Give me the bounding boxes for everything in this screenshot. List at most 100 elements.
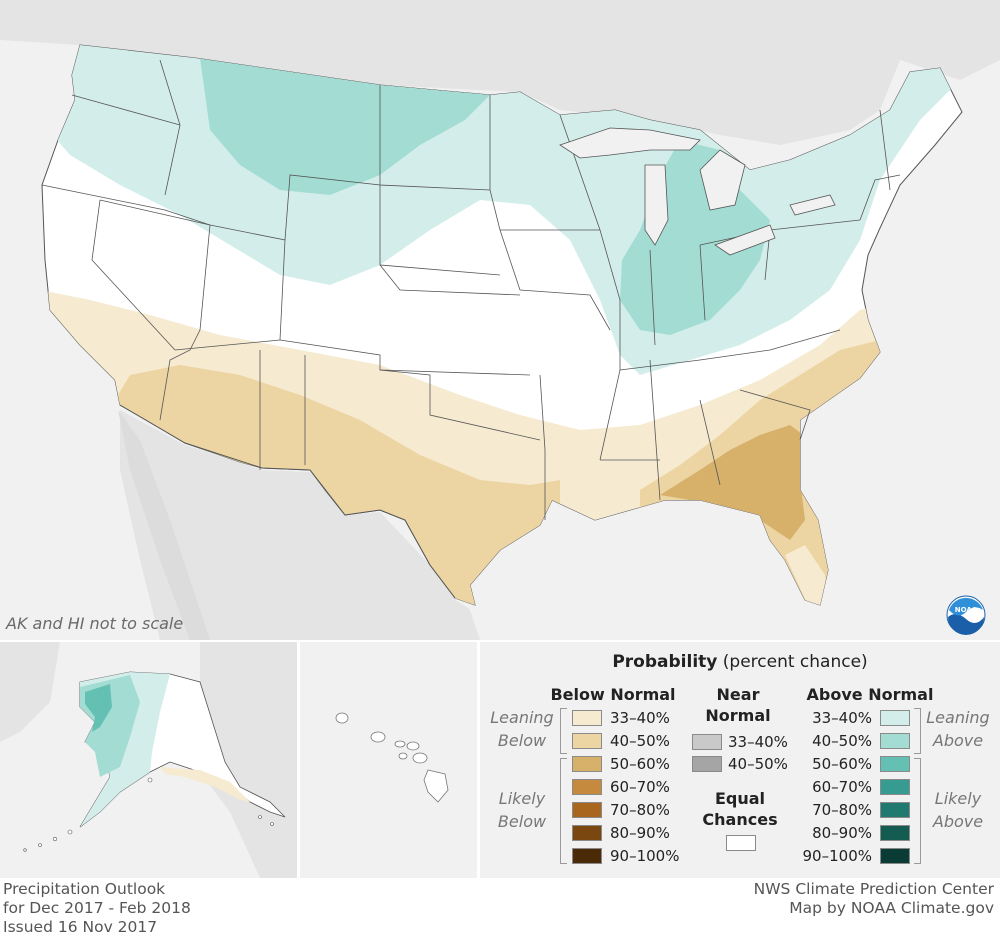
legend-label: 40–50% — [728, 755, 788, 773]
legend-below-row: 90–100% — [572, 846, 679, 866]
legend-label: 50–60% — [812, 755, 872, 773]
equal-chances-line1: Equal — [714, 789, 766, 808]
leaning-below-line2: Below — [497, 731, 547, 750]
canada-land — [0, 0, 1000, 145]
legend-near-row: 33–40% — [692, 732, 788, 752]
state-borders — [41, 59, 901, 520]
legend-swatch — [572, 756, 602, 772]
footer-title: Precipitation Outlook — [3, 880, 166, 898]
legend-above-row: 80–90% — [802, 823, 910, 843]
legend-label: 40–50% — [812, 732, 872, 750]
legend-below-row: 33–40% — [572, 708, 670, 728]
svg-text:NOAA: NOAA — [955, 606, 978, 614]
legend-label: 70–80% — [610, 801, 670, 819]
legend-label: 33–40% — [728, 733, 788, 751]
legend-label: 70–80% — [812, 801, 872, 819]
legend-swatch — [572, 779, 602, 795]
leaning-above-line2: Above — [932, 731, 984, 750]
legend-swatch — [880, 779, 910, 795]
alaska-below-33-40 — [160, 767, 250, 802]
legend-near-row: 40–50% — [692, 754, 788, 774]
above-normal-header: Above Normal — [806, 685, 934, 704]
alaska-above-50-60 — [85, 684, 112, 732]
legend-swatch — [880, 848, 910, 864]
conus-map: AK and HI not to scale NOAA — [0, 0, 1000, 640]
legend-label: 90–100% — [802, 847, 872, 865]
legend: Probability (percent chance) Below Norma… — [480, 642, 1000, 878]
noaa-logo: NOAA — [946, 595, 986, 635]
legend-swatch — [880, 802, 910, 818]
legend-title: Probability (percent chance) — [480, 652, 1000, 672]
below-normal-header: Below Normal — [550, 685, 676, 704]
likely-below-line1: Likely — [498, 789, 546, 808]
near-normal-header-line2: Normal — [705, 706, 771, 725]
legend-swatch — [880, 825, 910, 841]
legend-below-row: 60–70% — [572, 777, 670, 797]
legend-label: 80–90% — [610, 824, 670, 842]
footer-map-credit: Map by NOAA Climate.gov — [789, 899, 994, 917]
equal-chances-line2: Chances — [702, 810, 778, 829]
baja-california — [118, 410, 210, 640]
footer-credits: NWS Climate Prediction Center Map by NOA… — [754, 880, 994, 918]
legend-swatch — [572, 825, 602, 841]
legend-swatch — [880, 710, 910, 726]
leaning-below-line1: Leaning — [490, 708, 554, 727]
zone-below-50-60-southeast — [660, 425, 810, 540]
legend-below-row: 50–60% — [572, 754, 670, 774]
footer-source: NWS Climate Prediction Center — [753, 880, 994, 898]
near-normal-header-line1: Near — [716, 685, 760, 704]
legend-swatch — [692, 734, 722, 750]
legend-label: 33–40% — [812, 709, 872, 727]
likely-below-label: Likely Below — [484, 787, 560, 833]
legend-label: 60–70% — [610, 778, 670, 796]
legend-above-row: 50–60% — [802, 754, 910, 774]
scale-note: AK and HI not to scale — [6, 614, 184, 633]
leaning-below-label: Leaning Below — [484, 706, 560, 752]
bracket-leaning-below — [560, 708, 567, 754]
equal-chances-swatch — [726, 835, 756, 851]
canada-yukon — [200, 642, 297, 878]
footer-period: for Dec 2017 - Feb 2018 — [3, 899, 191, 917]
legend-label: 80–90% — [812, 824, 872, 842]
gulf-water — [455, 460, 1000, 640]
legend-swatch — [572, 733, 602, 749]
legend-swatch — [880, 733, 910, 749]
bracket-likely-below — [560, 758, 567, 864]
legend-label: 60–70% — [812, 778, 872, 796]
bracket-likely-above — [914, 758, 921, 864]
legend-above-row: 40–50% — [802, 731, 910, 751]
hawaii-islands — [335, 712, 449, 803]
likely-below-line2: Below — [497, 812, 547, 831]
legend-below-row: 70–80% — [572, 800, 670, 820]
legend-swatch — [692, 756, 722, 772]
zone-above-40-50-plains — [200, 58, 490, 195]
aleutian-islands — [23, 777, 274, 852]
legend-swatch — [880, 756, 910, 772]
zone-below-33-40-florida — [785, 545, 830, 605]
hawaii-inset — [300, 642, 477, 878]
footer-outlook-info: Precipitation Outlook for Dec 2017 - Feb… — [3, 880, 191, 937]
legend-swatch — [572, 710, 602, 726]
likely-above-line2: Above — [932, 812, 984, 831]
great-lakes — [559, 127, 836, 256]
bracket-leaning-above — [914, 708, 921, 754]
legend-title-rest: (percent chance) — [722, 652, 868, 672]
legend-above-row: 60–70% — [802, 777, 910, 797]
legend-label: 33–40% — [610, 709, 670, 727]
russia-land — [0, 642, 60, 742]
legend-above-row: 33–40% — [802, 708, 910, 728]
legend-below-row: 80–90% — [572, 823, 670, 843]
legend-title-bold: Probability — [612, 652, 718, 672]
mexico-land — [120, 410, 480, 640]
legend-label: 90–100% — [610, 847, 680, 865]
leaning-above-line1: Leaning — [926, 708, 990, 727]
equal-chances-label: Equal Chances — [690, 788, 790, 830]
legend-above-row: 90–100% — [802, 846, 910, 866]
leaning-above-label: Leaning Above — [920, 706, 996, 752]
near-normal-header: Near Normal — [688, 684, 788, 726]
legend-swatch — [572, 802, 602, 818]
likely-above-label: Likely Above — [920, 787, 996, 833]
legend-label: 40–50% — [610, 732, 670, 750]
legend-swatch — [572, 848, 602, 864]
legend-below-row: 40–50% — [572, 731, 670, 751]
